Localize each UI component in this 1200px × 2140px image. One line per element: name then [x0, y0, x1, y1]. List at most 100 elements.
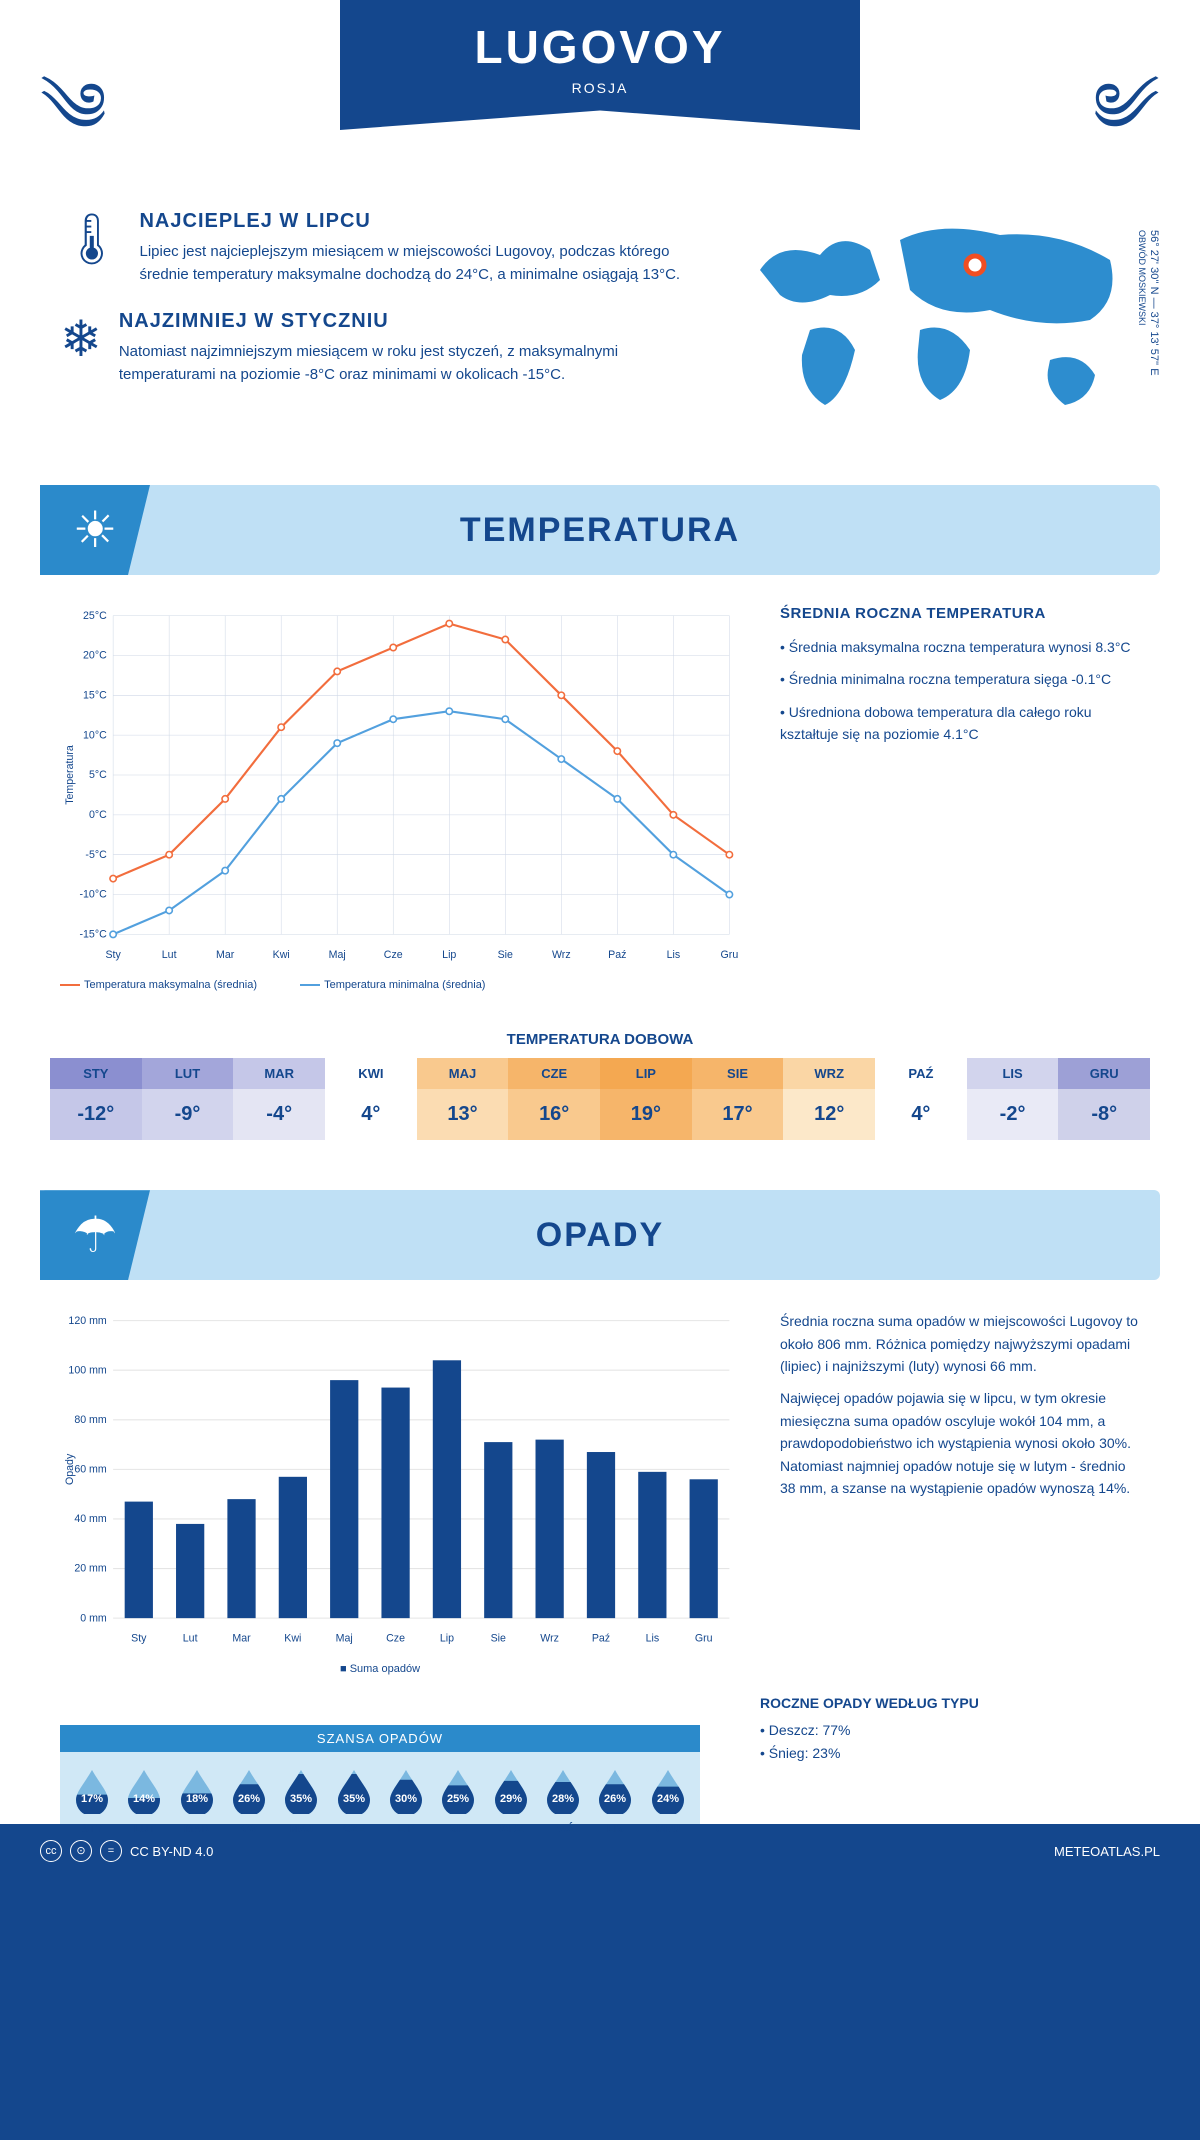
temp-legend: Temperatura maksymalna (średnia) Tempera… — [60, 979, 740, 991]
drop-icon: 26% LIS — [589, 1768, 641, 1835]
daily-cell: LIP19° — [600, 1058, 692, 1140]
svg-text:Cze: Cze — [384, 949, 403, 961]
daily-cell: GRU-8° — [1058, 1058, 1150, 1140]
warm-title: NAJCIEPLEJ W LIPCU — [139, 210, 700, 233]
wind-icon: ༄ — [40, 30, 107, 227]
svg-text:120 mm: 120 mm — [68, 1315, 106, 1327]
svg-text:Cze: Cze — [386, 1633, 405, 1645]
daily-cell: STY-12° — [50, 1058, 142, 1140]
svg-text:100 mm: 100 mm — [68, 1365, 106, 1377]
svg-text:Sie: Sie — [498, 949, 513, 961]
nd-icon: = — [100, 1840, 122, 1862]
yearly-precip-type: ROCZNE OPADY WEDŁUG TYPU • Deszcz: 77% •… — [700, 1695, 1200, 1794]
svg-text:Maj: Maj — [329, 949, 346, 961]
drop-icon: 35% MAJ — [275, 1768, 327, 1835]
cc-icon: cc — [40, 1840, 62, 1862]
svg-text:26%: 26% — [238, 1793, 260, 1805]
coordinates: 56° 27' 30'' N — 37° 13' 57'' E OBWÓD MO… — [1136, 230, 1160, 376]
license: cc ⊙ = CC BY-ND 4.0 — [40, 1840, 213, 1862]
svg-text:Lut: Lut — [183, 1633, 198, 1645]
opady-chart: 0 mm20 mm40 mm60 mm80 mm100 mm120 mmStyL… — [60, 1310, 740, 1675]
svg-text:-5°C: -5°C — [85, 849, 107, 861]
warm-block: 🌡 NAJCIEPLEJ W LIPCU Lipiec jest najciep… — [60, 210, 700, 286]
svg-text:30%: 30% — [395, 1793, 417, 1805]
opady-title: OPADY — [40, 1190, 1160, 1280]
intro-row: 🌡 NAJCIEPLEJ W LIPCU Lipiec jest najciep… — [0, 180, 1200, 465]
svg-text:Lip: Lip — [440, 1633, 454, 1645]
svg-text:Paź: Paź — [608, 949, 626, 961]
svg-text:20°C: 20°C — [83, 650, 107, 662]
daily-cell: SIE17° — [692, 1058, 784, 1140]
hero: LUGOVOY ROSJA ༄ ༄ — [0, 0, 1200, 180]
by-icon: ⊙ — [70, 1840, 92, 1862]
drop-icon: 24% GRU — [642, 1768, 694, 1835]
svg-text:25°C: 25°C — [83, 610, 107, 622]
svg-text:5°C: 5°C — [89, 769, 107, 781]
svg-text:25%: 25% — [447, 1793, 469, 1805]
country: ROSJA — [340, 80, 860, 96]
svg-text:15°C: 15°C — [83, 690, 107, 702]
svg-text:0 mm: 0 mm — [80, 1613, 107, 1625]
svg-text:Mar: Mar — [232, 1633, 251, 1645]
city-name: LUGOVOY — [340, 20, 860, 74]
opady-header: ☂ OPADY — [40, 1190, 1160, 1280]
world-map: 56° 27' 30'' N — 37° 13' 57'' E OBWÓD MO… — [740, 210, 1140, 435]
daily-cell: CZE16° — [508, 1058, 600, 1140]
svg-text:40 mm: 40 mm — [74, 1513, 107, 1525]
cold-block: ❄ NAJZIMNIEJ W STYCZNIU Natomiast najzim… — [60, 310, 700, 386]
svg-text:Lis: Lis — [646, 1633, 660, 1645]
chance-panel: SZANSA OPADÓW 17% STY 14% LUT 18% MAR 26… — [60, 1725, 700, 1845]
daily-title: TEMPERATURA DOBOWA — [0, 1031, 1200, 1048]
map-svg — [740, 210, 1140, 430]
svg-text:Wrz: Wrz — [552, 949, 571, 961]
svg-text:Lut: Lut — [162, 949, 177, 961]
daily-cell: LUT-9° — [142, 1058, 234, 1140]
intro-text: 🌡 NAJCIEPLEJ W LIPCU Lipiec jest najciep… — [60, 210, 700, 435]
daily-temp-strip: STY-12°LUT-9°MAR-4°KWI4°MAJ13°CZE16°LIP1… — [0, 1058, 1200, 1170]
svg-text:80 mm: 80 mm — [74, 1414, 107, 1426]
temp-title: TEMPERATURA — [40, 485, 1160, 575]
drop-icon: 35% CZE — [328, 1768, 380, 1835]
svg-text:14%: 14% — [133, 1793, 155, 1805]
thermometer-snow-icon: ❄ — [60, 310, 103, 386]
svg-text:10°C: 10°C — [83, 729, 107, 741]
svg-text:-15°C: -15°C — [80, 929, 108, 941]
site-name: METEOATLAS.PL — [1054, 1844, 1160, 1859]
cold-text: Natomiast najzimniejszym miesiącem w rok… — [119, 341, 700, 386]
drop-icon: 17% STY — [66, 1768, 118, 1835]
drop-icon: 30% LIP — [380, 1768, 432, 1835]
bar-chart-svg: 0 mm20 mm40 mm60 mm80 mm100 mm120 mmStyL… — [60, 1310, 740, 1650]
svg-text:Wrz: Wrz — [540, 1633, 559, 1645]
drop-icon: 25% SIE — [432, 1768, 484, 1835]
daily-cell: MAR-4° — [233, 1058, 325, 1140]
temperature-chart: -15°C-10°C-5°C0°C5°C10°C15°C20°C25°CStyL… — [60, 605, 740, 991]
daily-cell: PAŹ4° — [875, 1058, 967, 1140]
drops-row: 17% STY 14% LUT 18% MAR 26% KWI 35% MAJ … — [60, 1752, 700, 1845]
svg-text:17%: 17% — [81, 1793, 103, 1805]
drop-icon: 29% WRZ — [485, 1768, 537, 1835]
temperature-header: ☀ TEMPERATURA — [40, 485, 1160, 575]
infographic-page: LUGOVOY ROSJA ༄ ༄ 🌡 NAJCIEPLEJ W LIPCU L… — [0, 0, 1200, 1878]
svg-text:28%: 28% — [552, 1793, 574, 1805]
svg-text:Gru: Gru — [721, 949, 739, 961]
svg-text:Mar: Mar — [216, 949, 235, 961]
svg-text:35%: 35% — [290, 1793, 312, 1805]
drop-icon: 26% KWI — [223, 1768, 275, 1835]
daily-cell: WRZ12° — [783, 1058, 875, 1140]
drop-icon: 14% LUT — [118, 1768, 170, 1835]
svg-text:29%: 29% — [500, 1793, 522, 1805]
opady-legend: ■ Suma opadów — [60, 1663, 740, 1675]
svg-text:Temperatura: Temperatura — [64, 745, 76, 805]
svg-text:Gru: Gru — [695, 1633, 713, 1645]
avg-title: ŚREDNIA ROCZNA TEMPERATURA — [780, 605, 1140, 622]
svg-text:20 mm: 20 mm — [74, 1563, 107, 1575]
svg-text:Lip: Lip — [442, 949, 456, 961]
warm-text: Lipiec jest najcieplejszym miesiącem w m… — [139, 241, 700, 286]
opady-body: 0 mm20 mm40 mm60 mm80 mm100 mm120 mmStyL… — [0, 1280, 1200, 1705]
daily-cell: LIS-2° — [967, 1058, 1059, 1140]
svg-text:-10°C: -10°C — [80, 889, 108, 901]
svg-text:Kwi: Kwi — [284, 1633, 301, 1645]
cold-title: NAJZIMNIEJ W STYCZNIU — [119, 310, 700, 333]
daily-cell: MAJ13° — [417, 1058, 509, 1140]
line-chart-svg: -15°C-10°C-5°C0°C5°C10°C15°C20°C25°CStyL… — [60, 605, 740, 966]
